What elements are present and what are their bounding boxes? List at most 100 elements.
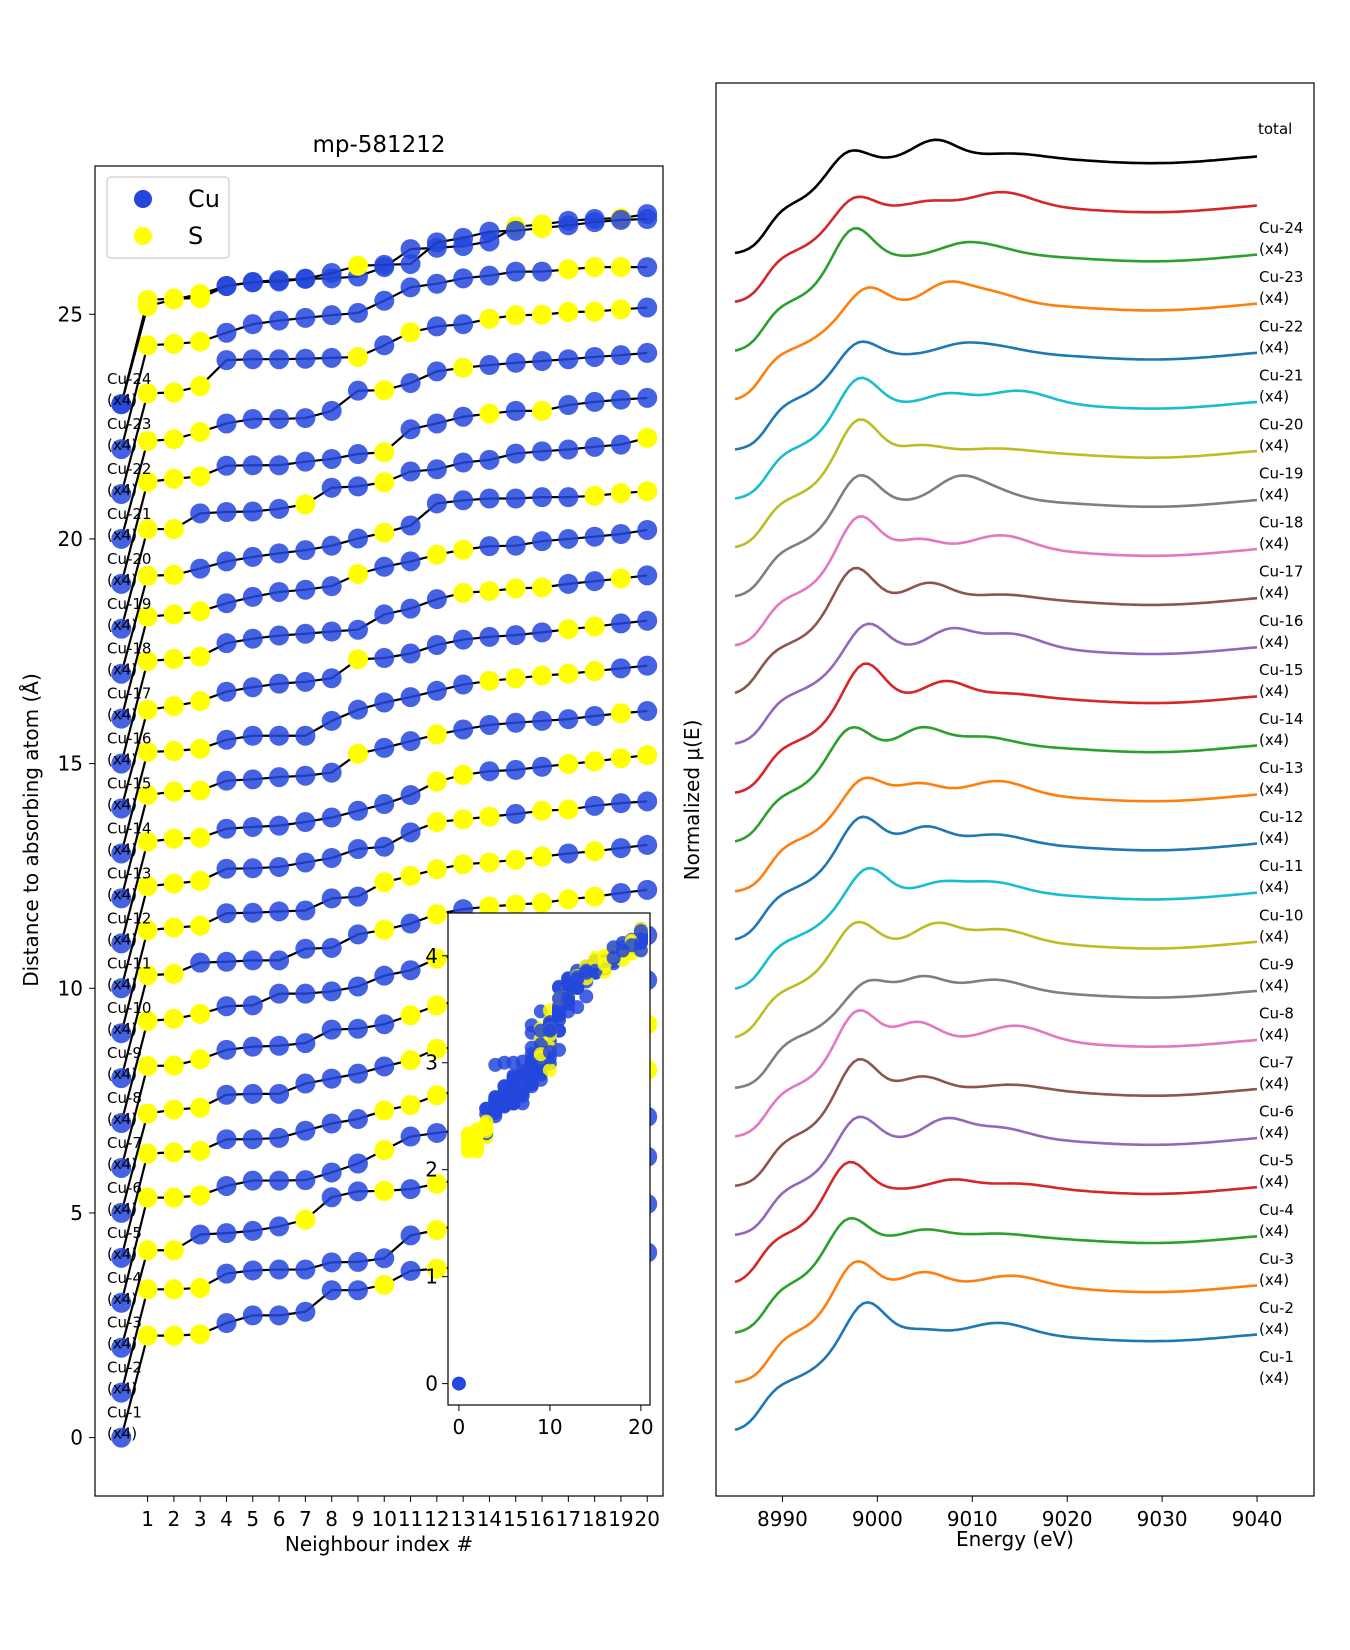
site-multiplicity: (x4) (107, 796, 137, 814)
inset-x-tick-label: 0 (453, 1415, 466, 1439)
neighbour-point-s (532, 218, 553, 239)
absorber-point (111, 1157, 132, 1178)
spectrum-multiplicity: (x4) (1259, 780, 1289, 798)
spectrum-multiplicity: (x4) (1259, 240, 1289, 258)
inset-point-cu (542, 1023, 557, 1038)
spectrum-label: Cu-2 (1259, 1299, 1294, 1317)
neighbour-point-cu (216, 633, 237, 654)
absorber-point (111, 753, 132, 774)
spectrum-line (734, 1160, 1258, 1284)
neighbour-point-s (610, 299, 631, 320)
neighbour-point-cu (505, 535, 526, 556)
neighbour-point-s (347, 346, 368, 367)
neighbour-point-cu (637, 519, 658, 540)
neighbour-point-cu (269, 1216, 290, 1237)
neighbour-point-cu (558, 709, 579, 730)
neighbour-point-cu (426, 634, 447, 655)
neighbour-point-cu (505, 625, 526, 646)
spectrum-line (734, 190, 1258, 304)
neighbour-point-cu (479, 265, 500, 286)
xanes-spectra-chart: total Cu-24 (x4) Cu-23 (x4) Cu-22 (x4) Cu-21 (x4… (680, 82, 1315, 1551)
neighbour-point-cu (321, 1280, 342, 1301)
neighbour-point-cu (347, 302, 368, 323)
neighbour-point-cu (269, 815, 290, 836)
neighbour-point-s (584, 886, 605, 907)
neighbour-point-cu (532, 756, 553, 777)
spectrum-line (734, 1009, 1258, 1138)
neighbour-point-s (584, 661, 605, 682)
absorber-point (111, 1292, 132, 1313)
neighbour-point-cu (295, 348, 316, 369)
x-axis-label: Neighbour index # (285, 1532, 473, 1556)
neighbour-point-cu (426, 459, 447, 480)
neighbour-point-s (137, 831, 158, 852)
neighbour-point-cu (321, 477, 342, 498)
spectrum-label: Cu-18 (1259, 514, 1303, 532)
neighbour-point-s (163, 1279, 184, 1300)
spectrum-label: Cu-4 (1259, 1201, 1294, 1219)
site-multiplicity: (x4) (107, 1110, 137, 1128)
neighbour-point-cu (532, 710, 553, 731)
neighbour-point-s (558, 302, 579, 323)
neighbour-point-cu (295, 852, 316, 873)
site-label: Cu-6 (107, 1179, 142, 1197)
neighbour-point-s (137, 519, 158, 540)
neighbour-point-cu (216, 1313, 237, 1334)
inset-point-s (479, 1114, 494, 1129)
neighbour-point-cu (216, 681, 237, 702)
neighbour-point-cu (584, 526, 605, 547)
neighbour-point-cu (295, 1073, 316, 1094)
x-tick-label: 12 (424, 1507, 449, 1531)
neighbour-point-s (137, 1055, 158, 1076)
spectrum-line (734, 376, 1258, 500)
site-series-9 (111, 834, 658, 1044)
neighbour-point-cu (584, 346, 605, 367)
spectrum-multiplicity: (x4) (1259, 927, 1289, 945)
site-multiplicity: (x4) (107, 481, 137, 499)
spectrum-multiplicity: (x4) (1259, 633, 1289, 651)
site-label: Cu-7 (107, 1134, 142, 1152)
neighbour-point-s (163, 382, 184, 403)
site-label: Cu-4 (107, 1269, 142, 1287)
spectrum-line (734, 920, 1258, 1039)
legend-marker-cu (134, 190, 152, 208)
spectrum-cu-9: Cu-9 (x4) (734, 920, 1294, 1039)
neighbour-point-cu (269, 1127, 290, 1148)
spectrum-multiplicity: (x4) (1259, 1369, 1289, 1387)
neighbour-point-cu (269, 349, 290, 370)
neighbour-point-s (163, 564, 184, 585)
neighbour-point-s (426, 995, 447, 1016)
neighbour-point-cu (558, 528, 579, 549)
neighbour-point-cu (374, 836, 395, 857)
neighbour-point-s (163, 289, 184, 310)
x-tick-label: 1 (141, 1507, 154, 1531)
neighbour-point-s (453, 539, 474, 560)
spectrum-line (734, 138, 1258, 255)
neighbour-point-cu (269, 1035, 290, 1056)
energy-tick-label: 9000 (852, 1507, 903, 1531)
neighbour-point-cu (295, 1120, 316, 1141)
neighbour-point-cu (637, 387, 658, 408)
neighbour-point-cu (610, 883, 631, 904)
neighbour-point-cu (269, 543, 290, 564)
neighbour-point-cu (374, 1056, 395, 1077)
neighbour-point-s (374, 1140, 395, 1161)
inset-point-cu (488, 1095, 503, 1110)
neighbour-point-s (453, 357, 474, 378)
neighbour-point-cu (347, 528, 368, 549)
neighbour-point-cu (216, 1129, 237, 1150)
spectrum-multiplicity: (x4) (1259, 289, 1289, 307)
neighbour-point-cu (426, 1122, 447, 1143)
neighbour-point-s (558, 889, 579, 910)
neighbour-point-cu (269, 271, 290, 292)
neighbour-point-s (558, 799, 579, 820)
neighbour-point-s (137, 1103, 158, 1124)
inset-point-cu (570, 1000, 585, 1015)
neighbour-point-cu (269, 1305, 290, 1326)
neighbour-point-cu (347, 800, 368, 821)
neighbour-point-s (190, 915, 211, 936)
neighbour-point-cu (242, 501, 263, 522)
neighbour-point-s (532, 846, 553, 867)
neighbour-point-cu (453, 452, 474, 473)
neighbour-point-cu (453, 406, 474, 427)
